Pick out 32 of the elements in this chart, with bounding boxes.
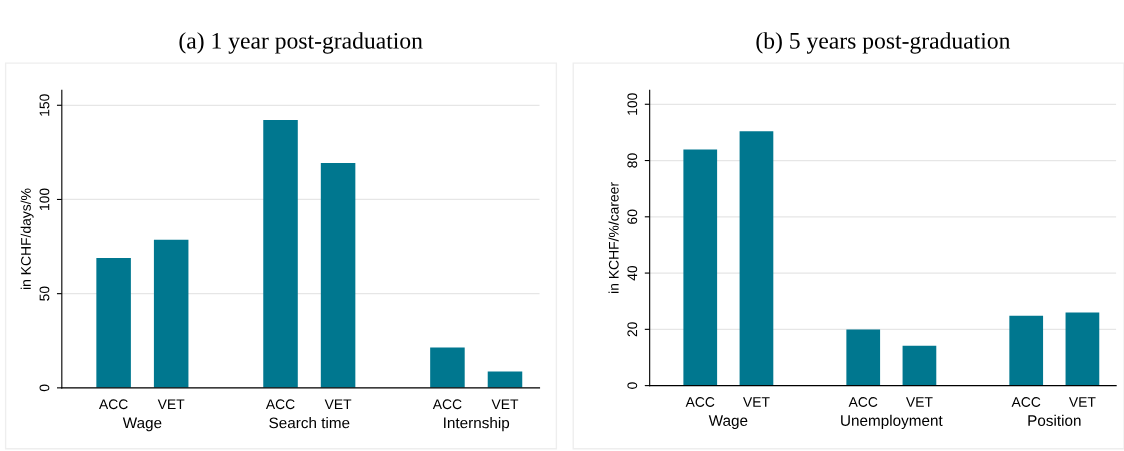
y-tick-label: 60	[627, 209, 638, 224]
x-tick-label: VET	[1068, 397, 1096, 407]
y-tick-label: 100	[627, 93, 638, 115]
text: Wage	[708, 415, 748, 430]
y-tick-label: 100	[39, 188, 50, 210]
y-tick-label: 0	[39, 384, 50, 392]
x-tick-label: VET	[743, 397, 770, 407]
y-axis-title: in KCHF/%/career	[608, 182, 619, 293]
y-tick-label: 20	[627, 322, 638, 337]
x-tick-label: ACC	[848, 397, 878, 407]
y-tick-label: 0	[627, 382, 638, 389]
text: Wage	[122, 417, 162, 432]
x-tick-label: ACC	[265, 399, 295, 410]
chart-title: (a) 1 year post-graduation	[179, 32, 423, 54]
x-tick-label: ACC	[1011, 397, 1041, 407]
text: Internship	[444, 417, 510, 432]
y-tick-label: 40	[627, 265, 638, 281]
x-tick-label: ACC	[685, 397, 715, 407]
y-tick-label: 150	[39, 94, 50, 116]
chart-title: (b) 5 years post-graduation	[756, 32, 1011, 54]
text: Position	[1028, 414, 1081, 426]
y-tick-label: 80	[627, 153, 638, 168]
text: Search time	[269, 417, 350, 429]
text: Unemployment	[841, 414, 943, 430]
x-tick-label: VET	[324, 399, 352, 410]
x-tick-label: ACC	[98, 399, 128, 410]
y-axis-title: in KCHF/days/%	[20, 188, 34, 290]
x-tick-label: VET	[157, 399, 185, 410]
x-tick-label: VET	[491, 399, 519, 410]
y-tick-label: 50	[39, 286, 50, 301]
x-tick-label: VET	[905, 397, 933, 407]
x-tick-label: ACC	[432, 399, 462, 410]
